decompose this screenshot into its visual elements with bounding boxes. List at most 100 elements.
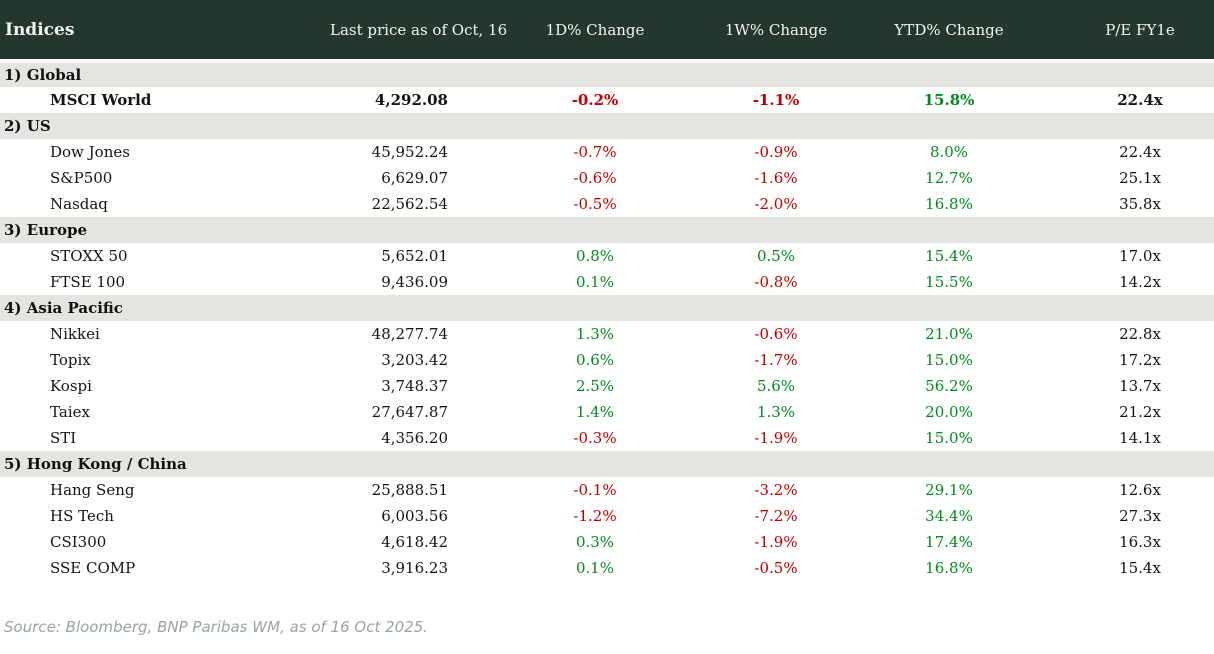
cell-1d-change: -0.3%	[573, 429, 617, 447]
cell-1w-change: -1.1%	[752, 91, 800, 109]
cell-1w-change: -2.0%	[754, 195, 798, 213]
cell-1d-change: 0.6%	[575, 351, 615, 369]
col-header-pe: P/E FY1e	[1066, 0, 1214, 63]
cell-last-price: 3,203.42	[381, 351, 448, 369]
cell-ytd-change: 20.0%	[925, 403, 973, 421]
cell-last-price: 3,916.23	[381, 559, 448, 577]
table-row-ftse-100: FTSE 100 9,436.09 0.1% -0.8% 15.5% 14.2x	[0, 269, 1214, 295]
cell-1d-change: -0.7%	[573, 143, 617, 161]
cell-ytd-change: 15.5%	[925, 273, 973, 291]
cell-ytd-change: 15.0%	[925, 429, 973, 447]
index-name: SSE COMP	[50, 559, 136, 577]
index-name: S&P500	[50, 169, 113, 187]
cell-pe: 22.4x	[1119, 143, 1161, 161]
cell-1w-change: -1.7%	[754, 351, 798, 369]
cell-1w-change: -1.6%	[754, 169, 798, 187]
cell-last-price: 5,652.01	[381, 247, 448, 265]
cell-1d-change: 0.8%	[575, 247, 615, 265]
table-row-nikkei: Nikkei 48,277.74 1.3% -0.6% 21.0% 22.8x	[0, 321, 1214, 347]
cell-ytd-change: 12.7%	[925, 169, 973, 187]
index-name: Hang Seng	[50, 481, 135, 499]
cell-1w-change: -0.9%	[754, 143, 798, 161]
index-name: Kospi	[50, 377, 92, 395]
index-name: FTSE 100	[50, 273, 126, 291]
cell-1w-change: -3.2%	[754, 481, 798, 499]
cell-ytd-change: 29.1%	[925, 481, 973, 499]
cell-last-price: 27,647.87	[371, 403, 448, 421]
cell-last-price: 4,356.20	[381, 429, 448, 447]
cell-pe: 17.2x	[1119, 351, 1161, 369]
cell-last-price: 45,952.24	[371, 143, 448, 161]
table-row-kospi: Kospi 3,748.37 2.5% 5.6% 56.2% 13.7x	[0, 373, 1214, 399]
cell-pe: 22.4x	[1117, 91, 1163, 109]
col-header-ytd-change: YTD% Change	[832, 0, 1066, 63]
cell-ytd-change: 21.0%	[925, 325, 973, 343]
cell-1w-change: -1.9%	[754, 533, 798, 551]
cell-pe: 35.8x	[1119, 195, 1161, 213]
index-name: HS Tech	[50, 507, 114, 525]
table-row-topix: Topix 3,203.42 0.6% -1.7% 15.0% 17.2x	[0, 347, 1214, 373]
cell-1d-change: 0.1%	[575, 273, 615, 291]
cell-1d-change: 1.3%	[575, 325, 615, 343]
table-row-dow-jones: Dow Jones 45,952.24 -0.7% -0.9% 8.0% 22.…	[0, 139, 1214, 165]
section-label: 3) Europe	[0, 217, 1214, 243]
index-name: Nikkei	[50, 325, 100, 343]
header-row: Indices Last price as of Oct, 16 1D% Cha…	[0, 0, 1214, 63]
table-row-hs-tech: HS Tech 6,003.56 -1.2% -7.2% 34.4% 27.3x	[0, 503, 1214, 529]
cell-ytd-change: 17.4%	[925, 533, 973, 551]
index-name: Nasdaq	[50, 195, 108, 213]
cell-ytd-change: 15.0%	[925, 351, 973, 369]
source-note: Source: Bloomberg, BNP Paribas WM, as of…	[4, 618, 429, 636]
table-row-msci-world: MSCI World 4,292.08 -0.2% -1.1% 15.8% 22…	[0, 87, 1214, 113]
table-row-taiex: Taiex 27,647.87 1.4% 1.3% 20.0% 21.2x	[0, 399, 1214, 425]
cell-ytd-change: 15.4%	[925, 247, 973, 265]
table-row-sse-comp: SSE COMP 3,916.23 0.1% -0.5% 16.8% 15.4x	[0, 555, 1214, 581]
cell-1d-change: -0.2%	[571, 91, 619, 109]
index-name: Topix	[50, 351, 91, 369]
cell-last-price: 4,292.08	[374, 91, 448, 109]
cell-last-price: 25,888.51	[371, 481, 448, 499]
cell-1w-change: 0.5%	[756, 247, 796, 265]
cell-pe: 14.1x	[1119, 429, 1161, 447]
cell-ytd-change: 16.8%	[925, 195, 973, 213]
table-row-sp500: S&P500 6,629.07 -0.6% -1.6% 12.7% 25.1x	[0, 165, 1214, 191]
cell-pe: 21.2x	[1119, 403, 1161, 421]
cell-ytd-change: 15.8%	[923, 91, 975, 109]
index-name: MSCI World	[50, 91, 152, 109]
table-row-sti: STI 4,356.20 -0.3% -1.9% 15.0% 14.1x	[0, 425, 1214, 451]
cell-pe: 16.3x	[1119, 533, 1161, 551]
cell-ytd-change: 34.4%	[925, 507, 973, 525]
cell-1w-change: 5.6%	[756, 377, 796, 395]
cell-1d-change: 0.3%	[575, 533, 615, 551]
cell-pe: 25.1x	[1119, 169, 1161, 187]
cell-ytd-change: 16.8%	[925, 559, 973, 577]
cell-1w-change: 1.3%	[756, 403, 796, 421]
cell-1w-change: -0.5%	[754, 559, 798, 577]
cell-ytd-change: 56.2%	[925, 377, 973, 395]
index-name: Dow Jones	[50, 143, 130, 161]
cell-1d-change: 2.5%	[575, 377, 615, 395]
cell-pe: 14.2x	[1119, 273, 1161, 291]
cell-1d-change: 1.4%	[575, 403, 615, 421]
cell-last-price: 4,618.42	[381, 533, 448, 551]
index-name: CSI300	[50, 533, 107, 551]
cell-1d-change: -0.5%	[573, 195, 617, 213]
cell-last-price: 48,277.74	[371, 325, 448, 343]
table-row-nasdaq: Nasdaq 22,562.54 -0.5% -2.0% 16.8% 35.8x	[0, 191, 1214, 217]
table-row-stoxx-50: STOXX 50 5,652.01 0.8% 0.5% 15.4% 17.0x	[0, 243, 1214, 269]
cell-last-price: 6,629.07	[381, 169, 448, 187]
section-row-hk-china: 5) Hong Kong / China	[0, 451, 1214, 477]
cell-1w-change: -0.6%	[754, 325, 798, 343]
index-name: STOXX 50	[50, 247, 128, 265]
col-header-1w-change: 1W% Change	[720, 0, 832, 63]
cell-ytd-change: 8.0%	[929, 143, 969, 161]
section-label: 4) Asia Pacific	[0, 295, 1214, 321]
section-row-europe: 3) Europe	[0, 217, 1214, 243]
section-row-asia-pacific: 4) Asia Pacific	[0, 295, 1214, 321]
section-row-global: 1) Global	[0, 61, 1214, 87]
indices-table: Indices Last price as of Oct, 16 1D% Cha…	[0, 0, 1214, 581]
cell-last-price: 22,562.54	[371, 195, 448, 213]
cell-1w-change: -7.2%	[754, 507, 798, 525]
col-header-1d-change: 1D% Change	[470, 0, 720, 63]
